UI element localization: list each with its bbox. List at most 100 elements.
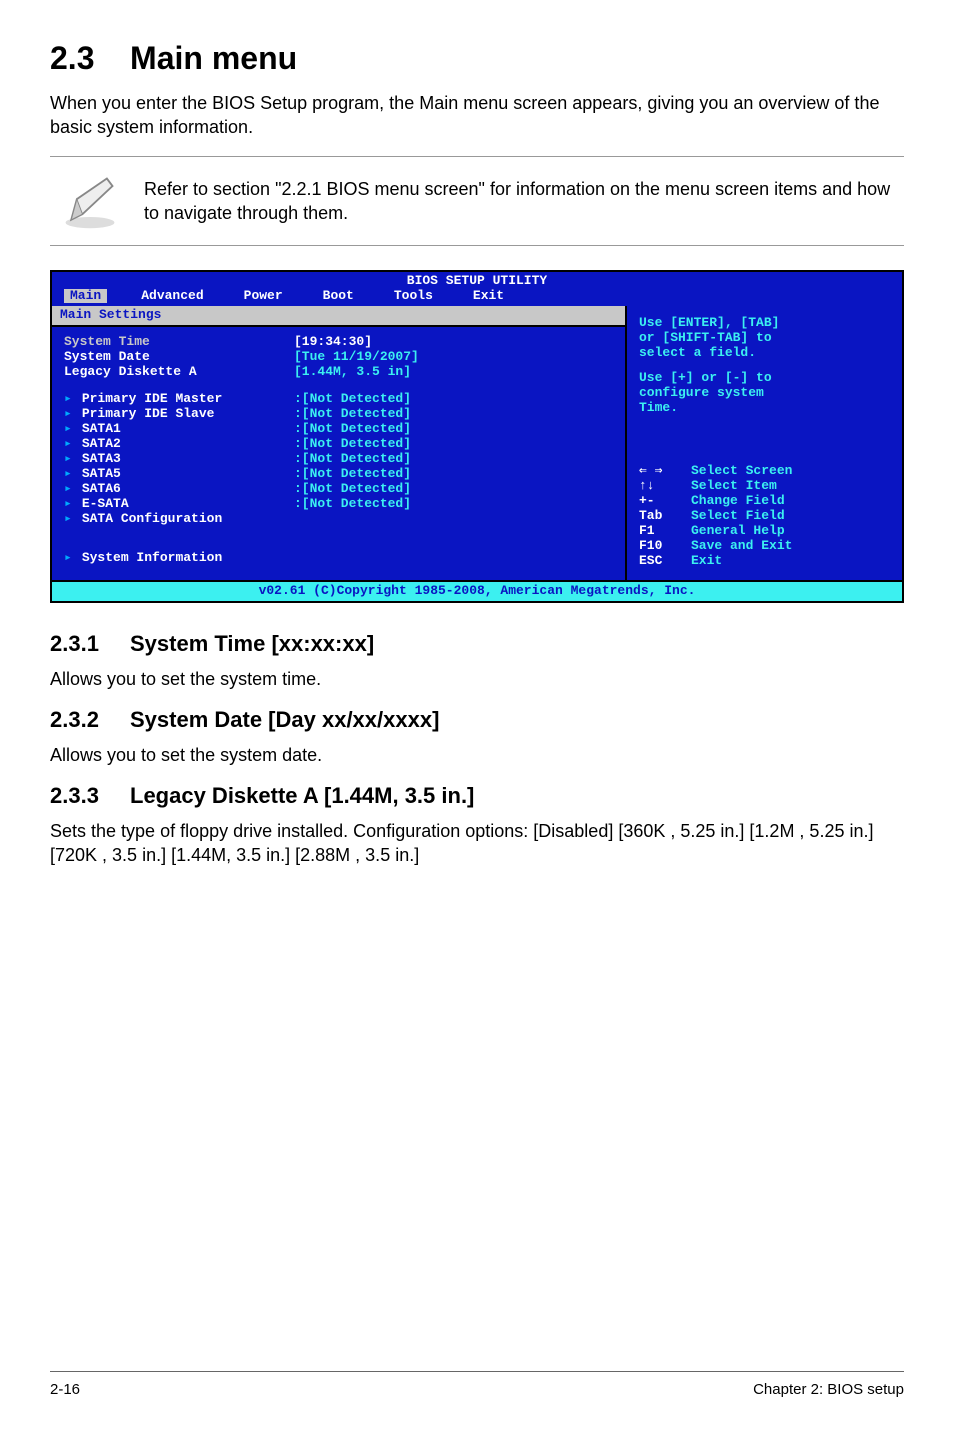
bios-tab-boot[interactable]: Boot xyxy=(317,289,360,304)
help-key: Tab xyxy=(639,509,691,524)
bios-row-value: :[Not Detected] xyxy=(294,482,411,497)
bios-row-value: [19:34:30] xyxy=(294,335,372,350)
subsection-number: 2.3.1 xyxy=(50,631,130,657)
subsection-title: System Time [xx:xx:xx] xyxy=(130,631,374,656)
bios-row-value: [1.44M, 3.5 in] xyxy=(294,365,411,380)
bios-row[interactable]: SATA Configuration xyxy=(64,512,613,527)
bios-row[interactable]: Legacy Diskette A[1.44M, 3.5 in] xyxy=(64,365,613,380)
subsection-title: System Date [Day xx/xx/xxxx] xyxy=(130,707,439,732)
pencil-icon xyxy=(60,171,120,231)
help-line: configure system xyxy=(639,386,890,401)
help-key: ⇐ ⇒ xyxy=(639,464,691,479)
bios-row-label: E-SATA xyxy=(64,497,294,512)
help-desc: General Help xyxy=(691,524,785,539)
bios-tab-power[interactable]: Power xyxy=(238,289,289,304)
bios-title: BIOS SETUP UTILITY xyxy=(52,272,902,289)
subsection-heading: 2.3.2System Date [Day xx/xx/xxxx] xyxy=(50,707,904,733)
bios-row-label: Primary IDE Slave xyxy=(64,407,294,422)
bios-row[interactable]: System Time[19:34:30] xyxy=(64,335,613,350)
bios-row-value: :[Not Detected] xyxy=(294,392,411,407)
bios-help-panel: Use [ENTER], [TAB] or [SHIFT-TAB] to sel… xyxy=(627,306,902,579)
help-desc: Select Screen xyxy=(691,464,792,479)
bios-tab-tools[interactable]: Tools xyxy=(388,289,439,304)
bios-row-label: SATA6 xyxy=(64,482,294,497)
bios-row-label: System Information xyxy=(64,551,294,566)
bios-panel-header: Main Settings xyxy=(52,306,625,327)
subsection-number: 2.3.2 xyxy=(50,707,130,733)
help-key: ESC xyxy=(639,554,691,569)
page-number: 2-16 xyxy=(50,1381,80,1398)
bios-row-label: System Time xyxy=(64,335,294,350)
help-line: or [SHIFT-TAB] to xyxy=(639,331,890,346)
help-key-row: +-Change Field xyxy=(639,494,890,509)
page-footer: 2-16 Chapter 2: BIOS setup xyxy=(50,1381,904,1398)
help-key-row: ↑↓Select Item xyxy=(639,479,890,494)
bios-row-value: [Tue 11/19/2007] xyxy=(294,350,419,365)
bios-row-value: :[Not Detected] xyxy=(294,452,411,467)
help-line: Use [+] or [-] to xyxy=(639,371,890,386)
bios-row[interactable]: E-SATA:[Not Detected] xyxy=(64,497,613,512)
note-text: Refer to section "2.2.1 BIOS menu screen… xyxy=(144,171,904,226)
help-desc: Select Item xyxy=(691,479,777,494)
help-desc: Change Field xyxy=(691,494,785,509)
help-desc: Save and Exit xyxy=(691,539,792,554)
help-desc: Select Field xyxy=(691,509,785,524)
section-number: 2.3 xyxy=(50,40,94,76)
help-key-row: F10Save and Exit xyxy=(639,539,890,554)
bios-tab-exit[interactable]: Exit xyxy=(467,289,510,304)
bios-row-label: SATA Configuration xyxy=(64,512,294,527)
subsection-title: Legacy Diskette A [1.44M, 3.5 in.] xyxy=(130,783,474,808)
bios-tab-main[interactable]: Main xyxy=(64,289,107,304)
bios-screenshot: BIOS SETUP UTILITY Main Advanced Power Boot… xyxy=(50,270,904,603)
bios-tabs: Main Advanced Power Boot Tools Exit xyxy=(52,289,902,307)
help-line: Time. xyxy=(639,401,890,416)
bios-row[interactable]: Primary IDE Master:[Not Detected] xyxy=(64,392,613,407)
bios-row-value: :[Not Detected] xyxy=(294,437,411,452)
subsection-body: Allows you to set the system date. xyxy=(50,743,904,767)
section-title: Main menu xyxy=(130,40,297,76)
bios-row[interactable]: SATA2:[Not Detected] xyxy=(64,437,613,452)
bios-row-value: :[Not Detected] xyxy=(294,407,411,422)
bios-row-label: SATA3 xyxy=(64,452,294,467)
bios-row-label: SATA1 xyxy=(64,422,294,437)
help-key: +- xyxy=(639,494,691,509)
bios-row[interactable]: SATA5:[Not Detected] xyxy=(64,467,613,482)
section-heading: 2.3 Main menu xyxy=(50,40,904,77)
bios-tab-advanced[interactable]: Advanced xyxy=(135,289,209,304)
help-key-row: F1General Help xyxy=(639,524,890,539)
bios-row-label: SATA5 xyxy=(64,467,294,482)
bios-row-label: Legacy Diskette A xyxy=(64,365,294,380)
footer-rule xyxy=(50,1371,904,1372)
bios-row-value: :[Not Detected] xyxy=(294,422,411,437)
help-key: ↑↓ xyxy=(639,479,691,494)
bios-row[interactable]: System Information xyxy=(64,551,613,566)
help-key-row: TabSelect Field xyxy=(639,509,890,524)
bios-row-value: :[Not Detected] xyxy=(294,467,411,482)
bios-footer: v02.61 (C)Copyright 1985-2008, American … xyxy=(52,580,902,601)
bios-row-value: :[Not Detected] xyxy=(294,497,411,512)
help-key: F10 xyxy=(639,539,691,554)
help-line: select a field. xyxy=(639,346,890,361)
help-key-row: ⇐ ⇒Select Screen xyxy=(639,464,890,479)
bios-row[interactable]: SATA1:[Not Detected] xyxy=(64,422,613,437)
bios-row[interactable]: Primary IDE Slave:[Not Detected] xyxy=(64,407,613,422)
subsection-body: Sets the type of floppy drive installed.… xyxy=(50,819,904,868)
bios-row-label: System Date xyxy=(64,350,294,365)
note-block: Refer to section "2.2.1 BIOS menu screen… xyxy=(50,156,904,246)
bios-left-panel: Main Settings System Time[19:34:30]Syste… xyxy=(52,306,627,579)
subsection-heading: 2.3.3Legacy Diskette A [1.44M, 3.5 in.] xyxy=(50,783,904,809)
subsection-body: Allows you to set the system time. xyxy=(50,667,904,691)
bios-row[interactable]: System Date[Tue 11/19/2007] xyxy=(64,350,613,365)
help-key-row: ESCExit xyxy=(639,554,890,569)
subsection-number: 2.3.3 xyxy=(50,783,130,809)
bios-row[interactable]: SATA6:[Not Detected] xyxy=(64,482,613,497)
bios-row-label: Primary IDE Master xyxy=(64,392,294,407)
help-line: Use [ENTER], [TAB] xyxy=(639,316,890,331)
chapter-label: Chapter 2: BIOS setup xyxy=(753,1381,904,1398)
subsection-heading: 2.3.1System Time [xx:xx:xx] xyxy=(50,631,904,657)
intro-text: When you enter the BIOS Setup program, t… xyxy=(50,91,904,140)
help-key: F1 xyxy=(639,524,691,539)
help-desc: Exit xyxy=(691,554,722,569)
bios-row-label: SATA2 xyxy=(64,437,294,452)
bios-row[interactable]: SATA3:[Not Detected] xyxy=(64,452,613,467)
